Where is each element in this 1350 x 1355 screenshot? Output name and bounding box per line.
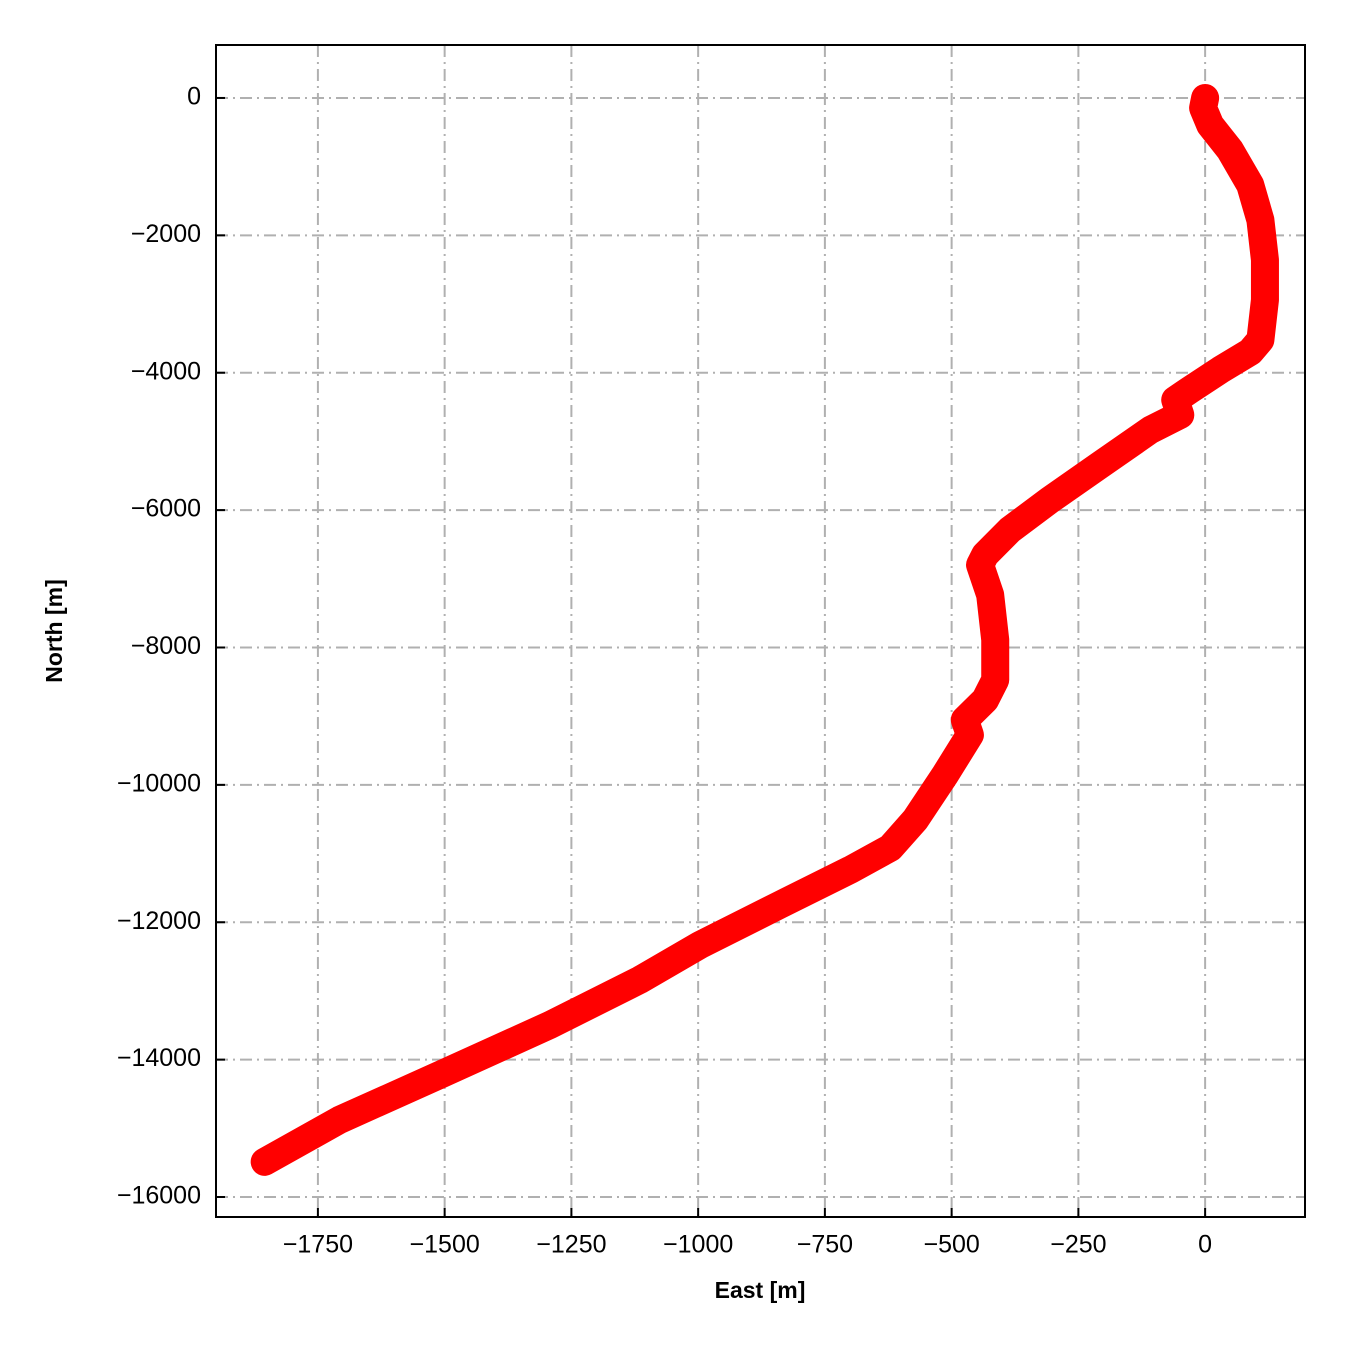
plot-frame [215, 44, 1306, 1218]
x-tick-label: −500 [923, 1231, 979, 1259]
y-tick-label: −14000 [117, 1044, 201, 1072]
y-tick-label: −16000 [117, 1182, 201, 1210]
y-tick-label: 0 [187, 83, 201, 111]
x-tick-label: −1000 [663, 1231, 733, 1259]
x-tick-label: −750 [797, 1231, 853, 1259]
trajectory [250, 83, 1279, 1176]
y-axis-label: North [m] [41, 579, 67, 682]
y-tick-label: −12000 [117, 907, 201, 935]
x-tick-label: −1500 [410, 1231, 480, 1259]
x-tick-label: −1250 [536, 1231, 606, 1259]
y-tick-label: −8000 [131, 632, 201, 660]
x-tick-label: −1750 [283, 1231, 353, 1259]
y-tick-label: −2000 [131, 220, 201, 248]
x-tick-label: −250 [1050, 1231, 1106, 1259]
y-tick-label: −6000 [131, 495, 201, 523]
x-tick-label: 0 [1198, 1231, 1212, 1259]
x-axis-label: East [m] [715, 1277, 806, 1303]
y-tick-label: −10000 [117, 769, 201, 797]
y-tick-label: −4000 [131, 357, 201, 385]
